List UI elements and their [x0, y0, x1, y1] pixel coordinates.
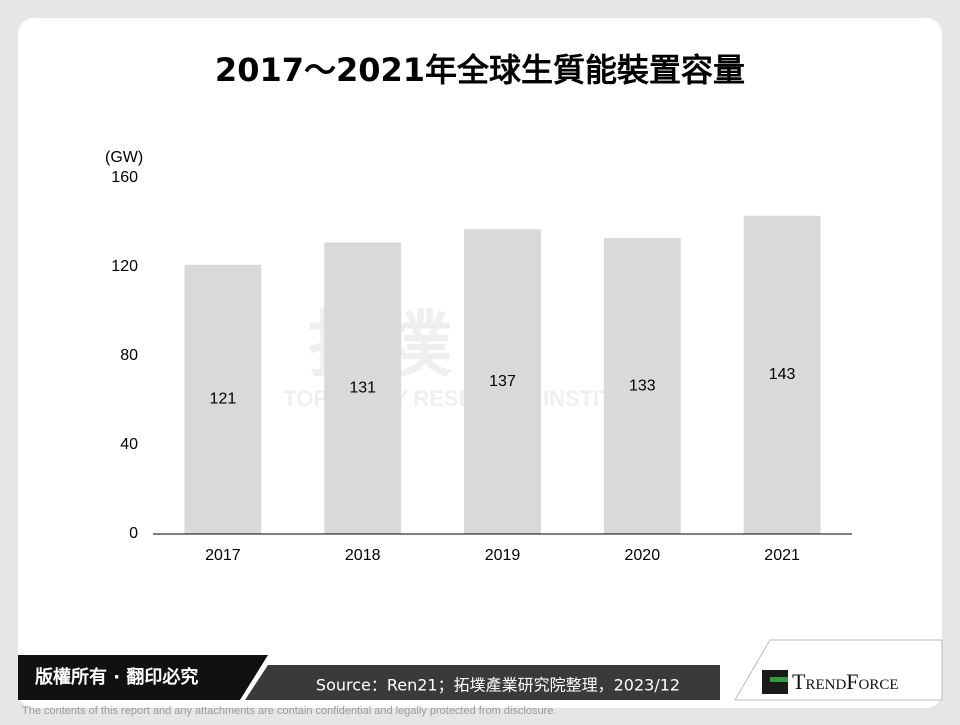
copyright: 版權所有 · 翻印必究 — [35, 666, 198, 688]
data-label: 121 — [210, 391, 237, 408]
logo-text: TrendForce — [792, 669, 899, 694]
y-tick-label: 120 — [111, 258, 138, 275]
source: Source：Ren21；拓墣產業研究院整理，2023/12 — [316, 676, 680, 695]
plot: 0 40 80 120 160 2017 121 2018 131 2019 137 2020 133 2… — [111, 169, 852, 564]
bar — [324, 242, 402, 534]
copyright-band — [18, 655, 268, 700]
data-label: 143 — [769, 366, 796, 383]
source-band — [245, 665, 720, 700]
x-tick-label: 2018 — [345, 547, 381, 564]
y-tick-label: 40 — [120, 436, 138, 453]
bar — [184, 264, 262, 534]
bar — [464, 229, 541, 535]
data-label: 137 — [489, 373, 516, 390]
bar — [743, 215, 821, 534]
x-tick-label: 2019 — [485, 547, 521, 564]
logo-icon-accent — [770, 677, 788, 682]
x-tick-label: 2017 — [205, 547, 241, 564]
y-tick-label: 0 — [129, 525, 138, 542]
chart-title: 2017～2021年全球生質能裝置容量 — [215, 51, 745, 89]
data-label: 133 — [629, 377, 656, 394]
y-unit: (GW) — [105, 149, 143, 166]
disclaimer: The contents of this report and any atta… — [22, 705, 556, 717]
y-tick-label: 80 — [120, 347, 138, 364]
x-tick-label: 2020 — [625, 547, 661, 564]
bar — [603, 238, 681, 534]
data-label: 131 — [349, 379, 376, 396]
y-tick-label: 160 — [111, 169, 138, 186]
x-tick-label: 2021 — [764, 547, 800, 564]
